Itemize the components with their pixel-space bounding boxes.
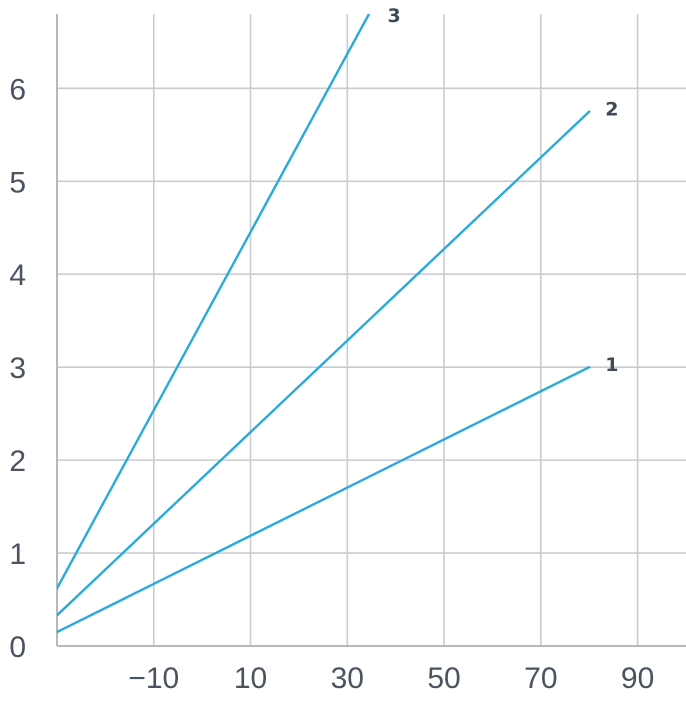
series-line-2 (57, 110, 591, 617)
x-tick-label: 10 (234, 662, 267, 695)
labels: −10 10 30 50 70 90 0 1 2 3 4 5 6 1 2 3 (9, 5, 654, 695)
x-tick-label: 70 (524, 662, 557, 695)
x-tick-label: 90 (621, 662, 654, 695)
y-tick-label: 5 (9, 166, 26, 199)
y-tick-label: 3 (9, 352, 26, 385)
series-label-3: 3 (388, 5, 401, 27)
series-label-2: 2 (605, 99, 618, 121)
axes (56, 14, 686, 647)
series-label-1: 1 (605, 354, 618, 376)
y-tick-label: 0 (9, 631, 26, 664)
y-tick-label: 2 (9, 445, 26, 478)
series-line-3 (57, 14, 371, 590)
x-tick-label: 30 (331, 662, 364, 695)
y-tick-label: 1 (9, 538, 26, 571)
series (57, 14, 591, 634)
grid (57, 14, 686, 646)
series-line-1 (57, 365, 591, 634)
y-tick-label: 4 (9, 259, 26, 292)
x-tick-label: −10 (128, 662, 179, 695)
x-tick-label: 50 (427, 662, 460, 695)
y-tick-label: 6 (9, 73, 26, 106)
